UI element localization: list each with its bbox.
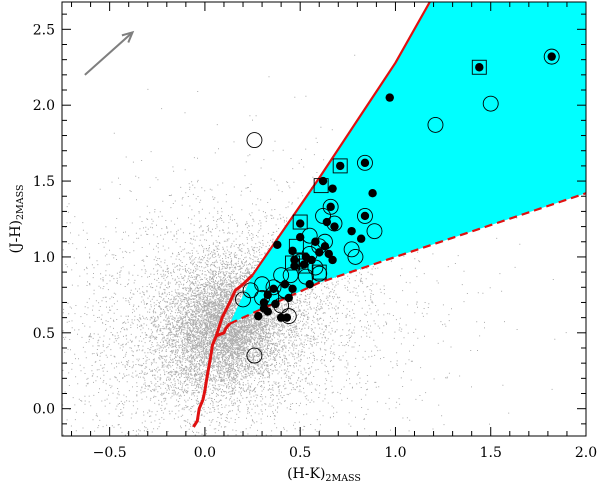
open-circle-marker (427, 116, 444, 133)
filled-circle-marker (385, 93, 394, 102)
filled-circle-marker (347, 226, 356, 236)
y-tick-label: 1.5 (33, 174, 55, 190)
filled-circle-marker (318, 176, 328, 186)
open-circle-marker (366, 223, 383, 240)
filled-circle-marker (273, 240, 282, 249)
filled-circle-marker (305, 280, 314, 289)
source-markers (235, 48, 560, 364)
open-circle-marker (311, 265, 328, 282)
upper-reddening-line (251, 2, 431, 276)
filled-circle-marker (335, 161, 345, 171)
filled-circle-marker (295, 233, 305, 242)
main-sequence-track (192, 322, 231, 428)
filled-circle-marker (290, 255, 299, 265)
filled-circle-marker (295, 219, 305, 228)
axis-ticks: −0.5 0.0 0.5 1.0 1.5 2.0 0.0 0.5 1.0 1.5 2.0 2.5 (33, 2, 597, 461)
filled-circle-marker (254, 311, 263, 321)
open-circle-marker (343, 241, 360, 258)
filled-circle-marker (360, 211, 370, 221)
filled-circle-marker (263, 290, 272, 300)
filled-circle-marker (290, 261, 299, 271)
open-circle-marker (543, 48, 560, 65)
x-tick-label: 0.0 (194, 445, 216, 461)
filled-circle-marker (368, 189, 377, 198)
y-tick-label: 0.5 (33, 326, 55, 342)
intrinsic-tracks (192, 274, 254, 428)
x-tick-label: 2.0 (575, 445, 597, 461)
filled-circle-marker (284, 293, 293, 303)
filled-circle-marker (356, 234, 366, 243)
filled-circle-marker (311, 237, 320, 246)
open-circle-marker (265, 279, 282, 296)
reddening-arrow-head (121, 30, 135, 43)
filled-circle-marker (271, 299, 280, 309)
open-square-marker (285, 255, 301, 271)
y-tick-label: 0.0 (33, 402, 55, 418)
filled-circle-marker (299, 260, 309, 269)
reddening-vector (84, 30, 135, 76)
open-circle-marker (482, 95, 499, 112)
x-tick-label: 1.5 (480, 445, 502, 461)
filled-circle-marker (320, 242, 330, 251)
open-circle-marker (347, 248, 364, 265)
x-tick-label: 1.0 (384, 445, 406, 461)
x-axis-title: (H-K)2MASS (287, 466, 361, 484)
y-tick-label: 1.0 (33, 250, 55, 266)
filled-circle-marker (475, 63, 484, 72)
filled-circle-marker (326, 202, 335, 212)
y-tick-label: 2.5 (33, 22, 55, 38)
filled-circle-marker (360, 158, 370, 168)
filled-circle-marker (328, 255, 337, 265)
y-tick-label: 2.0 (33, 98, 55, 114)
filled-circle-marker (259, 298, 269, 307)
open-circle-marker (235, 291, 251, 308)
open-square-marker (292, 214, 308, 230)
reddening-arrow-shaft (84, 31, 134, 76)
plot-frame (61, 1, 587, 437)
filled-circle-marker (307, 255, 316, 265)
field-stars (62, 54, 567, 436)
x-tick-label: 0.5 (289, 445, 311, 461)
filled-circle-marker (259, 304, 269, 313)
open-circle-marker (357, 154, 373, 171)
filled-circle-marker (330, 222, 339, 231)
filled-circle-marker (324, 249, 333, 259)
filled-circle-marker (315, 248, 324, 257)
filled-circle-marker (328, 184, 337, 193)
open-circle-marker (357, 208, 373, 224)
open-circle-marker (246, 132, 263, 149)
giant-branch-track (214, 274, 254, 337)
open-square-marker (471, 59, 487, 75)
open-circle-marker (246, 347, 263, 364)
y-axis-title: (J-H)2MASS (8, 185, 26, 254)
filled-circle-marker (288, 246, 297, 256)
field-star-cloud (62, 54, 567, 436)
open-square-marker (332, 158, 348, 174)
filled-circle-marker (322, 217, 332, 227)
filled-circle-marker (269, 284, 278, 294)
filled-circle-marker (280, 280, 290, 289)
x-tick-label: −0.5 (93, 445, 127, 461)
filled-circle-marker (282, 313, 292, 322)
filled-circle-marker (288, 284, 297, 294)
filled-circle-marker (547, 52, 556, 61)
